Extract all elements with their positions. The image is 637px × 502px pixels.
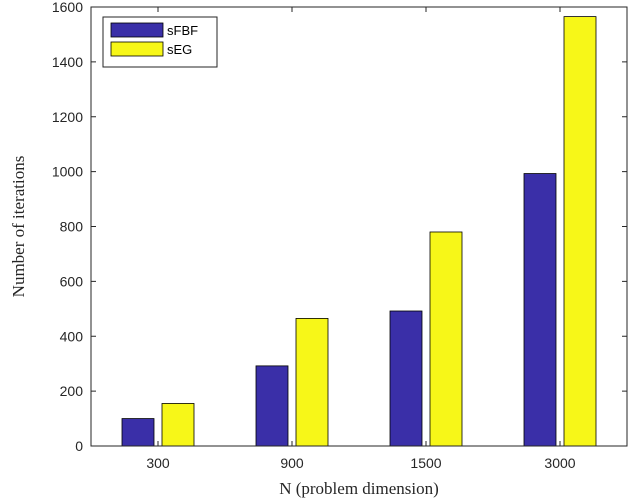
x-tick-label: 300: [146, 455, 170, 471]
bar-sEG-3000: [563, 16, 597, 447]
bar-sEG-300: [161, 403, 195, 447]
bar-sFBF-3000: [523, 173, 557, 447]
y-tick-label: 200: [60, 383, 84, 399]
y-tick-label: 400: [60, 328, 84, 344]
legend-swatch-sFBF: [110, 22, 164, 38]
legend: sFBF sEG: [102, 16, 218, 68]
x-axis-label: N (problem dimension): [279, 479, 439, 498]
x-tick-label: 3000: [544, 455, 575, 471]
axes-layer: 0 200 400 600 800 1000 1200 1400 1600 300 900 1500 3…: [52, 0, 628, 471]
legend-label-sFBF: sFBF: [167, 23, 198, 38]
bars-layer: [121, 16, 597, 447]
bar-sFBF-300: [121, 418, 155, 447]
legend-swatch-sEG: [110, 41, 164, 57]
bar-sEG-900: [295, 318, 329, 447]
legend-label-sEG: sEG: [167, 42, 192, 57]
x-tick-label: 900: [280, 455, 304, 471]
y-tick-label: 1000: [52, 164, 83, 180]
y-tick-label: 0: [75, 438, 83, 454]
bar-sEG-1500: [429, 231, 463, 447]
y-axis-label: Number of iterations: [9, 156, 28, 298]
bar-sFBF-900: [255, 365, 289, 447]
y-tick-label: 1600: [52, 0, 83, 15]
y-tick-label: 600: [60, 273, 84, 289]
x-tick-label: 1500: [410, 455, 441, 471]
bar-sFBF-1500: [389, 310, 423, 447]
y-tick-label: 1400: [52, 54, 83, 70]
y-tick-label: 800: [60, 219, 84, 235]
y-tick-label: 1200: [52, 109, 83, 125]
